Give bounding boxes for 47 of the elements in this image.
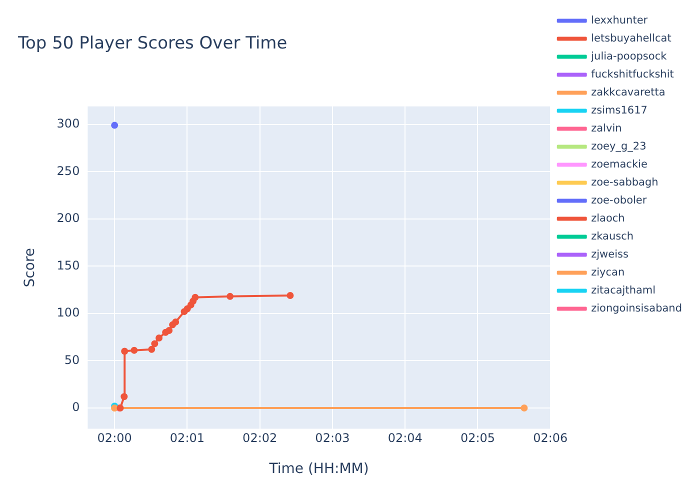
chart-title: Top 50 Player Scores Over Time xyxy=(17,34,288,54)
point xyxy=(156,334,163,342)
legend-label: zkausch xyxy=(591,230,634,242)
y-tick-label: 200 xyxy=(56,211,80,226)
point xyxy=(172,318,180,326)
point xyxy=(120,393,128,400)
legend-label: zitacajthaml xyxy=(591,284,656,296)
legend-label: fuckshitfuckshit xyxy=(591,68,674,80)
x-tick-label: 02:03 xyxy=(315,431,350,446)
y-tick-label: 300 xyxy=(56,116,80,130)
y-tick-label: 250 xyxy=(56,164,80,178)
x-tick-label: 02:04 xyxy=(388,431,422,446)
point xyxy=(111,122,118,129)
legend-label: zalvin xyxy=(591,122,622,134)
y-tick-label: 100 xyxy=(56,306,80,320)
x-axis-title: Time (HH:MM) xyxy=(268,461,369,478)
legend-label: ziycan xyxy=(591,266,625,278)
legend-label: zoey_g_23 xyxy=(591,140,646,152)
point xyxy=(148,346,156,353)
legend-label: zoemackie xyxy=(591,158,648,170)
point xyxy=(520,404,528,412)
x-tick-label: 02:01 xyxy=(170,431,205,446)
point xyxy=(121,348,128,355)
legend-label: zlaoch xyxy=(591,212,625,224)
point xyxy=(286,292,294,299)
point xyxy=(130,346,138,354)
legend-label: zsims1617 xyxy=(591,104,648,116)
y-tick-label: 150 xyxy=(56,258,80,272)
x-tick-label: 02:02 xyxy=(242,431,278,446)
point xyxy=(192,294,199,301)
point xyxy=(151,340,158,348)
x-tick-label: 02:06 xyxy=(533,431,568,446)
legend-label: zoe-oboler xyxy=(591,194,648,206)
x-tick-label: 02:00 xyxy=(97,431,132,446)
y-axis-title: Score xyxy=(22,248,38,288)
legend-label: zoe-sabbagh xyxy=(591,176,658,188)
legend-label: zjweiss xyxy=(591,248,628,260)
y-tick-label: 0 xyxy=(72,400,80,414)
y-tick-label: 50 xyxy=(64,352,80,367)
legend-label: ziongoinsisaband xyxy=(591,302,682,314)
x-tick-label: 02:05 xyxy=(460,431,496,446)
legend-label: julia-poopsock xyxy=(590,50,668,62)
legend-label: letsbuyahellcat xyxy=(591,32,672,44)
legend-label: zakkcavaretta xyxy=(591,86,666,98)
point xyxy=(166,326,173,334)
point xyxy=(226,292,234,300)
legend-label: lexxhunter xyxy=(591,14,648,26)
